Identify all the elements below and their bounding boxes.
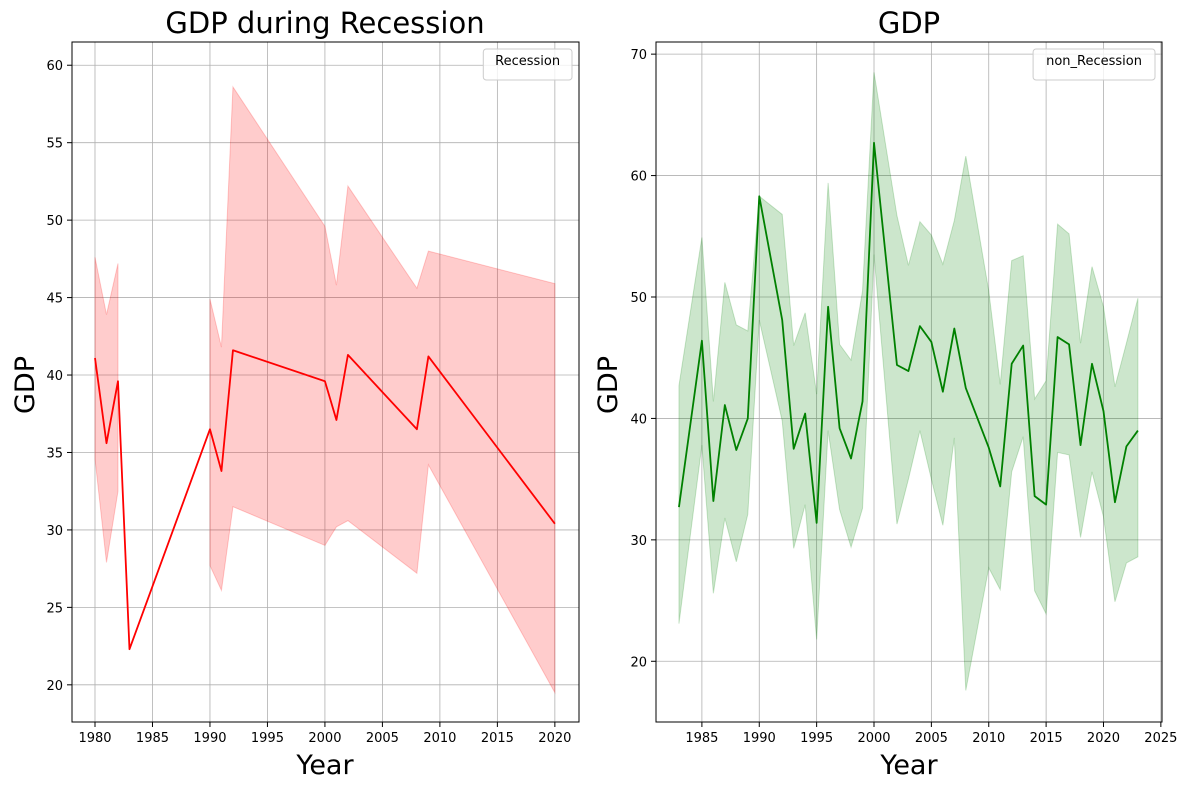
x-tick-label: 1985 bbox=[685, 731, 718, 746]
x-axis-ticks: 1980 1985 1990 1995 2000 2005 2010 2015 2020 bbox=[78, 722, 571, 746]
chart-title: GDP during Recession bbox=[165, 6, 484, 40]
confidence-band-area bbox=[94, 257, 119, 563]
y-tick-label: 50 bbox=[46, 214, 63, 229]
plot-frame bbox=[655, 41, 1163, 723]
legend-box bbox=[482, 48, 573, 81]
chart-title: GDP bbox=[878, 6, 940, 40]
plot-frame bbox=[71, 41, 580, 723]
x-tick-label: 1995 bbox=[800, 731, 833, 746]
x-axis-label: Year bbox=[295, 750, 354, 781]
legend: non_Recession bbox=[1032, 48, 1156, 81]
x-tick-label: 2020 bbox=[1087, 731, 1120, 746]
series-line bbox=[94, 349, 556, 651]
y-tick-label: 35 bbox=[46, 446, 63, 461]
y-tick-label: 30 bbox=[46, 524, 63, 539]
confidence-band bbox=[678, 72, 1139, 691]
data-line bbox=[678, 141, 1139, 524]
series-line bbox=[678, 141, 1139, 524]
y-tick-label: 60 bbox=[630, 170, 647, 185]
y-tick-label: 55 bbox=[46, 137, 63, 152]
x-tick-label: 2005 bbox=[366, 731, 399, 746]
y-axis-ticks: 20 30 40 50 60 70 bbox=[630, 48, 656, 670]
x-tick-label: 2010 bbox=[972, 731, 1005, 746]
x-axis-ticks: 1985 1990 1995 2000 2005 2010 2015 2020 2025 bbox=[685, 722, 1177, 746]
recession-chart: GDP during Recession 1980 1985 1990 1995 200… bbox=[10, 6, 580, 781]
x-tick-label: 2020 bbox=[538, 731, 571, 746]
x-tick-label: 1990 bbox=[193, 731, 226, 746]
x-tick-label: 1995 bbox=[251, 731, 284, 746]
x-tick-label: 2005 bbox=[915, 731, 948, 746]
confidence-band-area bbox=[209, 85, 556, 695]
confidence-band-area bbox=[678, 72, 1139, 691]
x-tick-label: 1980 bbox=[78, 731, 111, 746]
x-tick-label: 2015 bbox=[481, 731, 514, 746]
y-axis-label: GDP bbox=[593, 356, 624, 414]
legend-title: Recession bbox=[495, 54, 560, 69]
y-tick-label: 45 bbox=[46, 292, 63, 307]
x-tick-label: 2010 bbox=[423, 731, 456, 746]
legend-title: non_Recession bbox=[1046, 54, 1142, 69]
y-tick-label: 25 bbox=[46, 601, 63, 616]
y-tick-label: 50 bbox=[630, 291, 647, 306]
x-tick-label: 1985 bbox=[136, 731, 169, 746]
x-tick-label: 1990 bbox=[743, 731, 776, 746]
y-tick-label: 40 bbox=[630, 412, 647, 427]
y-tick-label: 30 bbox=[630, 534, 647, 549]
legend: Recession bbox=[482, 48, 573, 81]
x-tick-label: 2025 bbox=[1144, 731, 1177, 746]
y-tick-label: 20 bbox=[630, 655, 647, 670]
x-tick-label: 2000 bbox=[857, 731, 890, 746]
x-tick-label: 2000 bbox=[308, 731, 341, 746]
y-tick-label: 70 bbox=[630, 48, 647, 63]
y-axis-ticks: 20 25 30 35 40 45 50 55 60 bbox=[46, 59, 72, 694]
legend-box bbox=[1032, 48, 1156, 81]
y-tick-label: 40 bbox=[46, 369, 63, 384]
x-axis-label: Year bbox=[879, 750, 938, 781]
x-tick-label: 2015 bbox=[1030, 731, 1063, 746]
y-tick-label: 20 bbox=[46, 679, 63, 694]
y-axis-label: GDP bbox=[10, 356, 41, 414]
confidence-band bbox=[94, 85, 556, 695]
non-recession-chart: GDP 1985 1990 1995 2000 2005 2010 2015 2020 2025… bbox=[593, 6, 1177, 781]
data-line bbox=[94, 349, 556, 651]
y-tick-label: 60 bbox=[46, 59, 63, 74]
